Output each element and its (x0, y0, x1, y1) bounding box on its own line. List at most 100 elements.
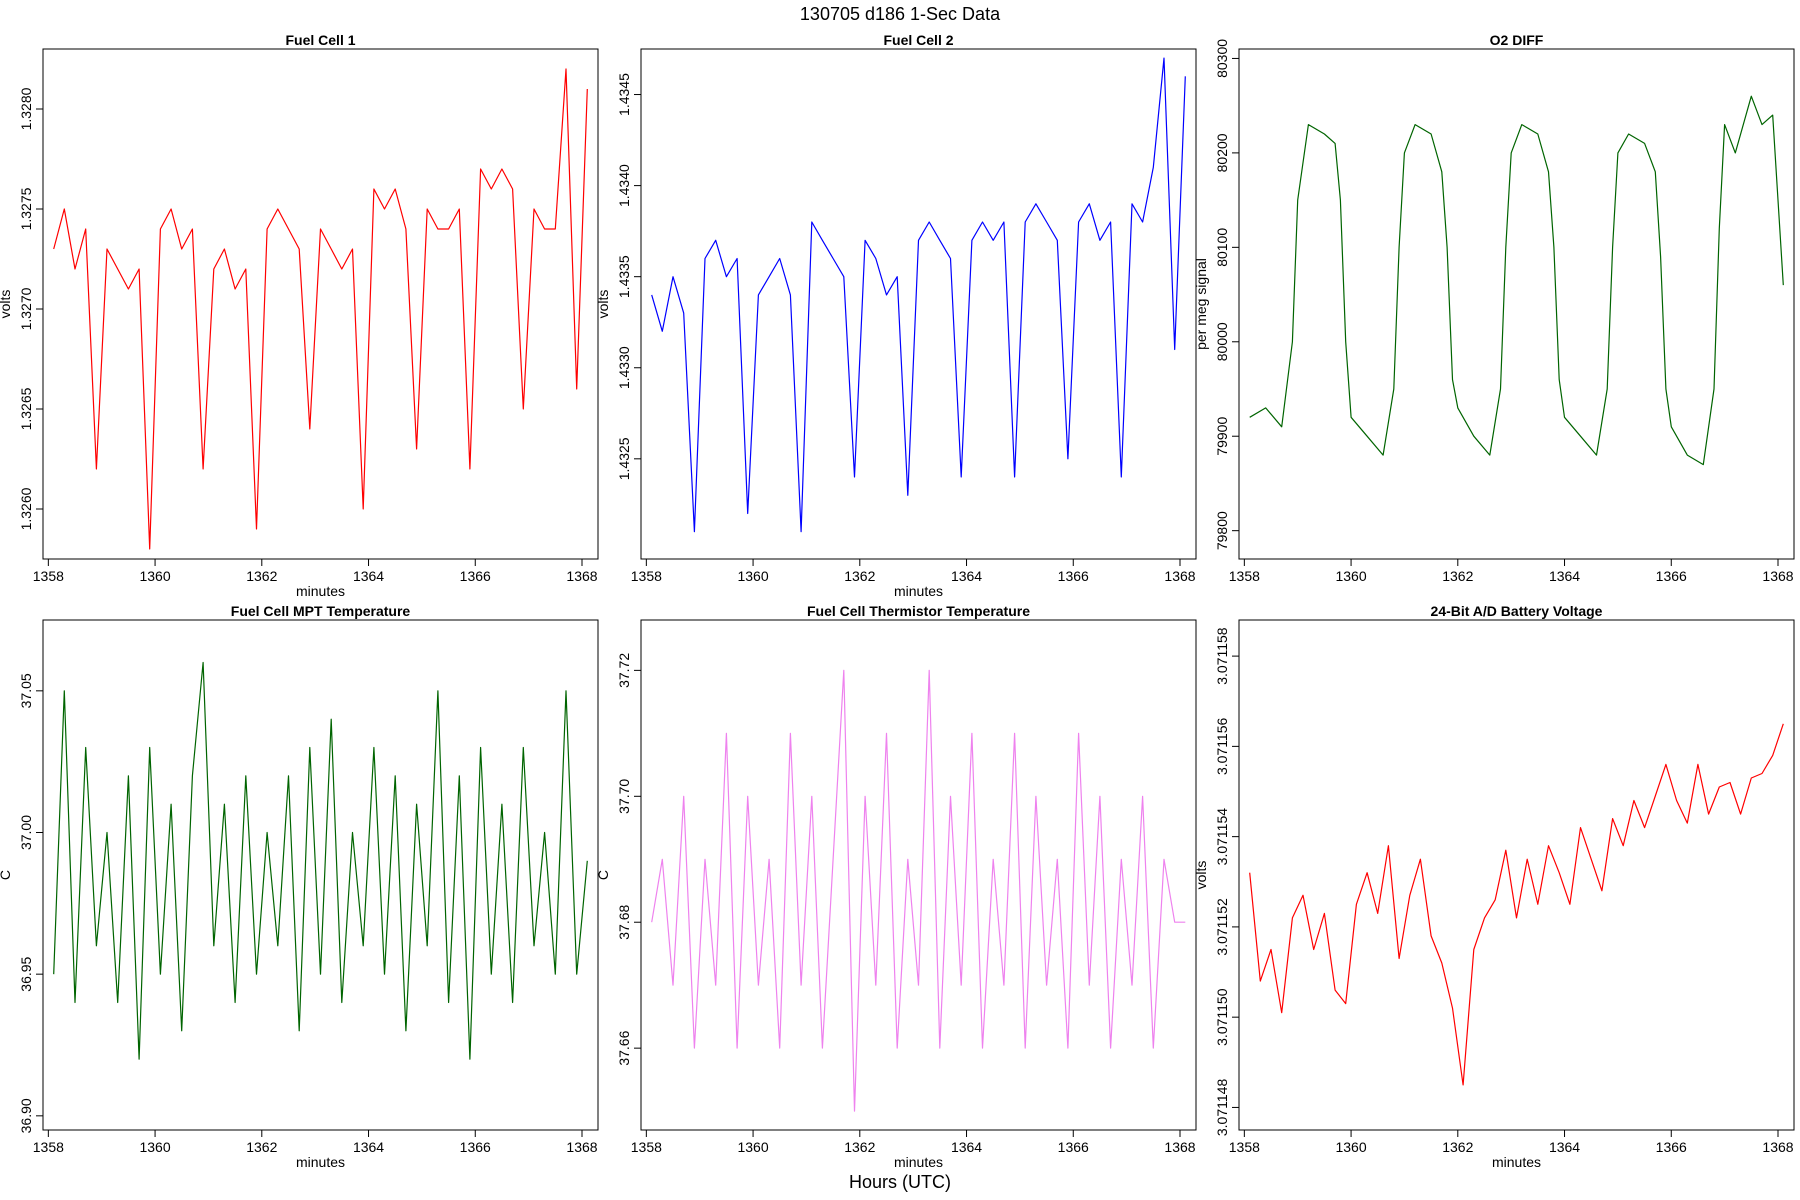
chart-panels: Fuel Cell 1 1358 1360 1362 1364 1366 1368 1.326… (0, 32, 1795, 1170)
chart-fuel-cell-1-x-axis-label: minutes (296, 583, 345, 599)
chart-fuel-cell-2-x-tick-label: 1360 (737, 568, 768, 584)
chart-fuel-cell-2-y-tick-label: 1.4340 (616, 164, 632, 207)
chart-fuel-cell-1-x-tick-label: 1360 (139, 568, 170, 584)
chart-o2-diff-y-tick-label: 80100 (1214, 228, 1230, 267)
chart-fuel-cell-mpt-temperature-y-tick-label: 36.95 (18, 956, 34, 991)
chart-fuel-cell-thermistor-temperature-series-line (651, 669, 1186, 1112)
chart-fuel-cell-mpt-temperature-frame (42, 619, 599, 1131)
chart-fuel-cell-2-y-tick-label: 1.4335 (616, 255, 632, 298)
chart-o2-diff-x-tick-label: 1360 (1335, 568, 1366, 584)
chart-fuel-cell-1-x-tick-label: 1358 (33, 568, 64, 584)
chart-fuel-cell-1-series-line (53, 68, 588, 550)
chart-24-bit-a-d-battery-voltage: 24-Bit A/D Battery Voltage 1358 1360 1362 13… (1193, 603, 1795, 1170)
chart-24-bit-a-d-battery-voltage-series-line (1249, 723, 1784, 1086)
chart-fuel-cell-mpt-temperature-x-tick-label: 1364 (353, 1139, 384, 1155)
chart-fuel-cell-mpt-temperature-y-tick-label: 36.90 (18, 1098, 34, 1133)
chart-24-bit-a-d-battery-voltage-x-tick-label: 1360 (1335, 1139, 1366, 1155)
chart-fuel-cell-thermistor-temperature-frame (640, 619, 1197, 1131)
chart-fuel-cell-thermistor-temperature-x-tick-label: 1364 (951, 1139, 982, 1155)
chart-o2-diff: O2 DIFF 1358 1360 1362 1364 1366 1368 79800 7990… (1193, 32, 1795, 584)
chart-o2-diff-x-tick-label: 1358 (1229, 568, 1260, 584)
chart-24-bit-a-d-battery-voltage-x-tick-label: 1366 (1656, 1139, 1687, 1155)
chart-fuel-cell-2-x-axis-label: minutes (894, 583, 943, 599)
chart-fuel-cell-2-x-tick-label: 1358 (631, 568, 662, 584)
chart-fuel-cell-1-x-tick-label: 1366 (460, 568, 491, 584)
chart-fuel-cell-1-y-tick-label: 1.3270 (18, 287, 34, 330)
chart-fuel-cell-thermistor-temperature-x-tick-label: 1362 (844, 1139, 875, 1155)
chart-fuel-cell-1-x-tick-label: 1362 (246, 568, 277, 584)
chart-fuel-cell-2: Fuel Cell 2 1358 1360 1362 1364 1366 1368 1.432… (595, 32, 1197, 599)
chart-o2-diff-x-tick-label: 1362 (1442, 568, 1473, 584)
chart-fuel-cell-thermistor-temperature-title: Fuel Cell Thermistor Temperature (807, 603, 1030, 619)
chart-fuel-cell-mpt-temperature-x-tick-label: 1360 (139, 1139, 170, 1155)
figure-suptitle: 130705 d186 1-Sec Data (800, 4, 1001, 24)
chart-fuel-cell-thermistor-temperature-y-axis-label: C (595, 870, 611, 880)
chart-o2-diff-y-tick-label: 80200 (1214, 133, 1230, 172)
chart-o2-diff-x-tick-label: 1366 (1656, 568, 1687, 584)
chart-fuel-cell-thermistor-temperature-x-tick-label: 1358 (631, 1139, 662, 1155)
chart-24-bit-a-d-battery-voltage-y-tick-label: 3.071148 (1214, 1079, 1230, 1137)
chart-o2-diff-series-line (1249, 95, 1784, 466)
chart-o2-diff-title: O2 DIFF (1490, 32, 1544, 48)
chart-fuel-cell-thermistor-temperature-x-tick-label: 1368 (1164, 1139, 1195, 1155)
chart-fuel-cell-thermistor-temperature-x-axis-label: minutes (894, 1154, 943, 1170)
chart-fuel-cell-2-y-tick-label: 1.4330 (616, 346, 632, 389)
chart-fuel-cell-2-x-tick-label: 1364 (951, 568, 982, 584)
chart-fuel-cell-2-y-tick-label: 1.4345 (616, 73, 632, 116)
chart-fuel-cell-2-y-tick-label: 1.4325 (616, 437, 632, 480)
chart-fuel-cell-2-title: Fuel Cell 2 (883, 32, 953, 48)
chart-fuel-cell-mpt-temperature-y-axis-label: C (0, 870, 13, 880)
chart-24-bit-a-d-battery-voltage-y-tick-label: 3.071150 (1214, 988, 1230, 1046)
chart-fuel-cell-mpt-temperature-x-tick-label: 1366 (460, 1139, 491, 1155)
chart-fuel-cell-thermistor-temperature-x-tick-label: 1366 (1058, 1139, 1089, 1155)
chart-o2-diff-y-axis-label: per meg signal (1193, 258, 1209, 350)
chart-fuel-cell-mpt-temperature-x-axis-label: minutes (296, 1154, 345, 1170)
chart-24-bit-a-d-battery-voltage-frame (1238, 619, 1795, 1131)
chart-fuel-cell-mpt-temperature-x-tick-label: 1362 (246, 1139, 277, 1155)
chart-fuel-cell-1-y-axis-label: volts (0, 290, 13, 319)
chart-fuel-cell-1-y-tick-label: 1.3280 (18, 87, 34, 130)
chart-fuel-cell-mpt-temperature-y-tick-label: 37.05 (18, 673, 34, 708)
figure-xlabel: Hours (UTC) (849, 1172, 951, 1192)
chart-fuel-cell-1-y-tick-label: 1.3275 (18, 187, 34, 230)
chart-24-bit-a-d-battery-voltage-y-tick-label: 3.071154 (1214, 808, 1230, 866)
chart-24-bit-a-d-battery-voltage-x-tick-label: 1358 (1229, 1139, 1260, 1155)
chart-24-bit-a-d-battery-voltage-x-tick-label: 1368 (1762, 1139, 1793, 1155)
chart-fuel-cell-1-x-tick-label: 1368 (566, 568, 597, 584)
chart-o2-diff-y-tick-label: 80300 (1214, 39, 1230, 78)
chart-fuel-cell-1-y-tick-label: 1.3265 (18, 387, 34, 430)
chart-fuel-cell-mpt-temperature-x-tick-label: 1368 (566, 1139, 597, 1155)
chart-fuel-cell-thermistor-temperature-x-tick-label: 1360 (737, 1139, 768, 1155)
chart-o2-diff-frame (1238, 48, 1795, 560)
chart-fuel-cell-2-x-tick-label: 1362 (844, 568, 875, 584)
chart-24-bit-a-d-battery-voltage-x-tick-label: 1364 (1549, 1139, 1580, 1155)
chart-fuel-cell-2-y-axis-label: volts (595, 290, 611, 319)
chart-fuel-cell-thermistor-temperature-y-tick-label: 37.70 (616, 779, 632, 814)
chart-fuel-cell-2-frame (640, 48, 1197, 560)
chart-o2-diff-y-tick-label: 79800 (1214, 511, 1230, 550)
chart-fuel-cell-thermistor-temperature: Fuel Cell Thermistor Temperature 1358 1360… (595, 603, 1197, 1170)
chart-fuel-cell-thermistor-temperature-y-tick-label: 37.72 (616, 653, 632, 688)
chart-fuel-cell-mpt-temperature-title: Fuel Cell MPT Temperature (231, 603, 411, 619)
chart-fuel-cell-2-x-tick-label: 1366 (1058, 568, 1089, 584)
chart-fuel-cell-2-series-line (651, 57, 1186, 533)
chart-o2-diff-x-tick-label: 1368 (1762, 568, 1793, 584)
chart-fuel-cell-1-frame (42, 48, 599, 560)
chart-o2-diff-y-tick-label: 79900 (1214, 417, 1230, 456)
chart-fuel-cell-1: Fuel Cell 1 1358 1360 1362 1364 1366 1368 1.326… (0, 32, 599, 599)
chart-24-bit-a-d-battery-voltage-y-tick-label: 3.071152 (1214, 898, 1230, 956)
chart-o2-diff-y-tick-label: 80000 (1214, 322, 1230, 361)
chart-fuel-cell-thermistor-temperature-y-tick-label: 37.68 (616, 904, 632, 939)
chart-24-bit-a-d-battery-voltage-y-tick-label: 3.071156 (1214, 717, 1230, 775)
chart-fuel-cell-mpt-temperature: Fuel Cell MPT Temperature 1358 1360 1362 136… (0, 603, 599, 1170)
chart-o2-diff-x-tick-label: 1364 (1549, 568, 1580, 584)
chart-fuel-cell-thermistor-temperature-y-tick-label: 37.66 (616, 1030, 632, 1065)
chart-24-bit-a-d-battery-voltage-y-tick-label: 3.071158 (1214, 627, 1230, 685)
chart-fuel-cell-1-y-tick-label: 1.3260 (18, 487, 34, 530)
chart-24-bit-a-d-battery-voltage-x-tick-label: 1362 (1442, 1139, 1473, 1155)
chart-fuel-cell-2-x-tick-label: 1368 (1164, 568, 1195, 584)
chart-fuel-cell-mpt-temperature-x-tick-label: 1358 (33, 1139, 64, 1155)
chart-fuel-cell-mpt-temperature-series-line (53, 661, 588, 1060)
